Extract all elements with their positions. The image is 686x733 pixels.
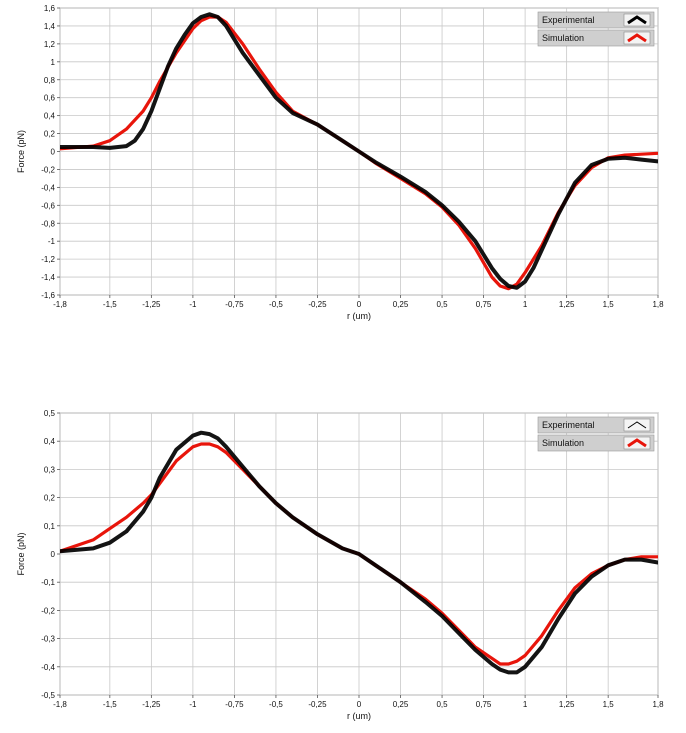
legend-label: Simulation — [542, 33, 584, 43]
x-tick-label: -1,8 — [53, 300, 67, 309]
y-tick-label: 0,2 — [44, 494, 56, 503]
x-tick-label: 0,75 — [476, 700, 492, 709]
x-tick-label: -0,75 — [225, 300, 244, 309]
y-tick-label: 0,4 — [44, 112, 56, 121]
y-tick-label: 0,8 — [44, 76, 56, 85]
y-tick-label: 0,4 — [44, 437, 56, 446]
x-tick-label: -1 — [189, 300, 197, 309]
x-tick-label: -1,25 — [142, 300, 161, 309]
y-axis-label: Force (pN) — [16, 130, 26, 173]
x-tick-label: 1,8 — [652, 700, 664, 709]
x-tick-label: 0 — [357, 700, 362, 709]
y-tick-label: -0,8 — [41, 219, 55, 228]
x-tick-label: -1,25 — [142, 700, 161, 709]
chart-2: -1,8 -1,5 -1,25 -1 -0,75 -0,5 -0,25 0 0,25 0,5 0,7… — [16, 409, 664, 721]
y-tick-label: -1,4 — [41, 273, 55, 282]
y-tick-label: -1,2 — [41, 255, 55, 264]
x-tick-label: 1,25 — [559, 700, 575, 709]
y-tick-label: 0,6 — [44, 94, 56, 103]
y-tick-label: 1,4 — [44, 22, 56, 31]
y-tick-label: -0,5 — [41, 691, 55, 700]
x-tick-label: -0,25 — [308, 700, 327, 709]
y-tick-label: -1 — [48, 237, 56, 246]
y-tick-label: 0,1 — [44, 522, 56, 531]
legend-label: Experimental — [542, 420, 595, 430]
x-tick-label: 1 — [523, 300, 528, 309]
y-tick-label: 1 — [51, 58, 56, 67]
x-tick-label: 1,8 — [652, 300, 664, 309]
x-tick-label: -1 — [189, 700, 197, 709]
x-tick-label: -0,5 — [269, 300, 283, 309]
y-tick-label: -0,6 — [41, 201, 55, 210]
y-tick-label: 0,3 — [44, 465, 56, 474]
x-tick-label: -1,5 — [103, 700, 117, 709]
chart-1: -1,8 -1,5 -1,25 -1 -0,75 -0,5 -0,25 0 0,25 0,5 0,7… — [16, 4, 664, 321]
y-tick-label: -0,4 — [41, 183, 55, 192]
x-tick-label: -0,5 — [269, 700, 283, 709]
y-tick-label: -0,4 — [41, 663, 55, 672]
x-tick-label: 1 — [523, 700, 528, 709]
x-tick-label: 0,5 — [436, 700, 448, 709]
x-tick-label: 1,25 — [559, 300, 575, 309]
x-tick-label: -0,75 — [225, 700, 244, 709]
legend-swatch-box — [624, 419, 650, 431]
y-tick-label: 1,2 — [44, 40, 56, 49]
y-tick-label: -0,2 — [41, 606, 55, 615]
x-tick-label: 0,5 — [436, 300, 448, 309]
y-axis-label: Force (pN) — [16, 532, 26, 575]
x-tick-label: -0,25 — [308, 300, 327, 309]
x-tick-label: 0,25 — [393, 700, 409, 709]
x-tick-label: -1,8 — [53, 700, 67, 709]
x-tick-label: -1,5 — [103, 300, 117, 309]
x-axis-label: r (um) — [347, 311, 371, 321]
y-tick-label: -0,2 — [41, 165, 55, 174]
y-tick-label: -0,3 — [41, 635, 55, 644]
y-tick-label: 1,6 — [44, 4, 56, 13]
y-tick-label: 0 — [51, 148, 56, 157]
y-tick-label: 0,2 — [44, 130, 56, 139]
y-tick-label: 0,5 — [44, 409, 56, 418]
legend-label: Simulation — [542, 438, 584, 448]
x-tick-label: 0,75 — [476, 300, 492, 309]
x-axis-label: r (um) — [347, 711, 371, 721]
y-tick-label: -0,1 — [41, 578, 55, 587]
x-tick-label: 0,25 — [393, 300, 409, 309]
x-tick-label: 0 — [357, 300, 362, 309]
x-tick-label: 1,5 — [603, 700, 615, 709]
legend-label: Experimental — [542, 15, 595, 25]
x-tick-label: 1,5 — [603, 300, 615, 309]
y-tick-label: 0 — [51, 550, 56, 559]
y-tick-label: -1,6 — [41, 291, 55, 300]
